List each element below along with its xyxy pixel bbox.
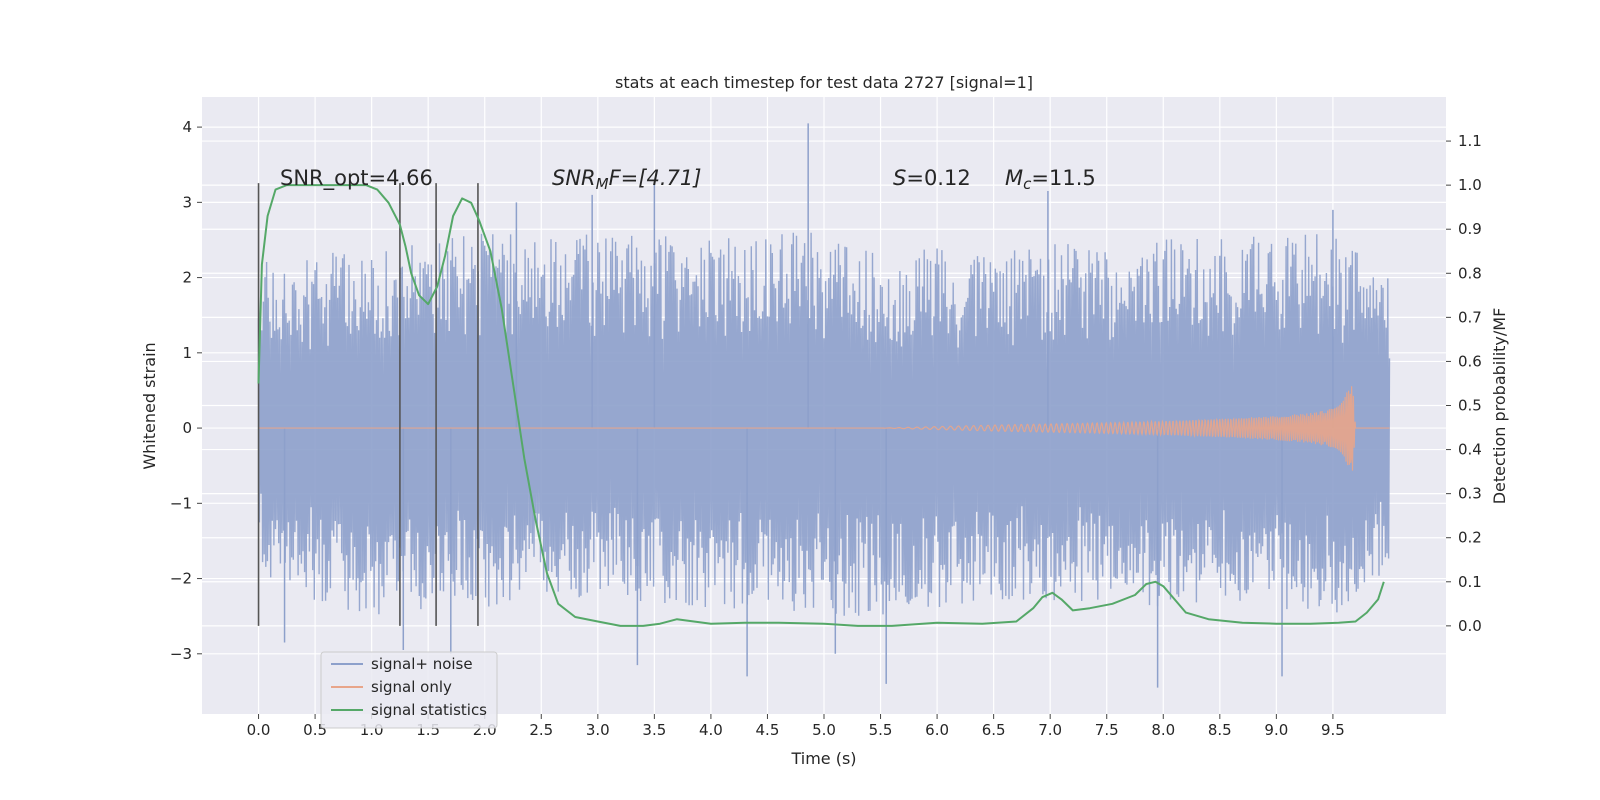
y-right-tick-label: 0.4 bbox=[1458, 441, 1482, 459]
signal-noise-trace bbox=[257, 232, 1391, 616]
x-tick-label: 5.0 bbox=[812, 721, 836, 739]
y-right-tick-label: 0.8 bbox=[1458, 264, 1482, 282]
y-right-tick-label: 0.9 bbox=[1458, 220, 1482, 238]
y-tick-label: −3 bbox=[170, 645, 192, 663]
legend: signal+ noise signal only signal statist… bbox=[320, 651, 498, 729]
y-axis-left-ticks: −3 −2 −1 0 1 2 3 4 bbox=[170, 118, 202, 663]
y-axis-right-ticks: 0.0 0.1 0.2 0.3 0.4 0.5 0.6 0.7 0.8 0.9 1.0 1.1 bbox=[1446, 132, 1482, 635]
x-tick-label: 3.0 bbox=[586, 721, 610, 739]
x-tick-label: 6.5 bbox=[982, 721, 1006, 739]
y-right-tick-label: 0.1 bbox=[1458, 573, 1482, 591]
y-right-tick-label: 0.2 bbox=[1458, 529, 1482, 547]
y-tick-label: 1 bbox=[182, 344, 192, 362]
signal-statistics-line bbox=[257, 184, 1385, 627]
y-right-tick-label: 0.3 bbox=[1458, 485, 1482, 503]
annotation-mc-value: =11.5 bbox=[1031, 166, 1095, 190]
x-tick-label: 4.0 bbox=[699, 721, 723, 739]
legend-label-signal-noise: signal+ noise bbox=[371, 655, 473, 673]
y-right-tick-label: 1.1 bbox=[1458, 132, 1482, 150]
y-right-tick-label: 0.7 bbox=[1458, 308, 1482, 326]
annotation-s-symbol: S bbox=[893, 166, 906, 190]
y-tick-label: −1 bbox=[170, 494, 192, 512]
x-tick-label: 9.5 bbox=[1321, 721, 1345, 739]
y-tick-label: 3 bbox=[182, 193, 192, 211]
annotation-mc-symbol: M bbox=[1005, 166, 1023, 190]
vertical-markers bbox=[257, 183, 479, 626]
y-tick-label: −2 bbox=[170, 570, 192, 588]
signal-only-trace bbox=[258, 386, 1390, 471]
x-tick-label: 7.5 bbox=[1095, 721, 1119, 739]
series-signal-noise bbox=[257, 123, 1391, 688]
y-right-tick-label: 1.0 bbox=[1458, 176, 1482, 194]
x-tick-label: 5.5 bbox=[869, 721, 893, 739]
series-signal-only bbox=[258, 386, 1390, 471]
x-tick-label: 6.0 bbox=[925, 721, 949, 739]
annotation-snr-mf-value: F=[4.71] bbox=[609, 166, 702, 190]
y-axis-right-label: Detection probability/MF bbox=[1490, 308, 1509, 505]
x-tick-label: 2.5 bbox=[529, 721, 553, 739]
legend-box bbox=[320, 651, 498, 729]
series-signal-statistics bbox=[257, 184, 1385, 627]
y-tick-label: 0 bbox=[182, 419, 192, 437]
y-tick-label: 4 bbox=[182, 118, 192, 136]
annotation-snr-mf: SNRMF=[4.71] bbox=[552, 166, 701, 193]
y-axis-label: Whitened strain bbox=[140, 342, 159, 469]
annotation-snr-mf-subscript: M bbox=[596, 175, 609, 193]
x-tick-label: 0.0 bbox=[247, 721, 271, 739]
legend-label-signal-only: signal only bbox=[371, 678, 452, 696]
y-right-tick-label: 0.0 bbox=[1458, 617, 1482, 635]
x-tick-label: 9.0 bbox=[1264, 721, 1288, 739]
x-axis-label: Time (s) bbox=[790, 749, 856, 768]
annotation-s-value: =0.12 bbox=[906, 166, 970, 190]
y-right-tick-label: 0.6 bbox=[1458, 352, 1482, 370]
legend-label-signal-statistics: signal statistics bbox=[371, 701, 487, 719]
annotation-snr-opt: SNR_opt=4.66 bbox=[280, 166, 433, 191]
annotation-snr-mf-symbol: SNR bbox=[552, 166, 596, 190]
annotation-mc: Mc=11.5 bbox=[1005, 166, 1096, 193]
x-tick-label: 8.0 bbox=[1151, 721, 1175, 739]
x-tick-label: 8.5 bbox=[1208, 721, 1232, 739]
x-tick-label: 3.5 bbox=[642, 721, 666, 739]
annotation-mc-subscript: c bbox=[1023, 175, 1032, 193]
x-tick-label: 7.0 bbox=[1038, 721, 1062, 739]
y-tick-label: 2 bbox=[182, 269, 192, 287]
x-tick-label: 4.5 bbox=[756, 721, 780, 739]
y-right-tick-label: 0.5 bbox=[1458, 397, 1482, 415]
annotation-s: S=0.12 bbox=[893, 166, 971, 190]
chart-title: stats at each timestep for test data 272… bbox=[615, 73, 1033, 92]
